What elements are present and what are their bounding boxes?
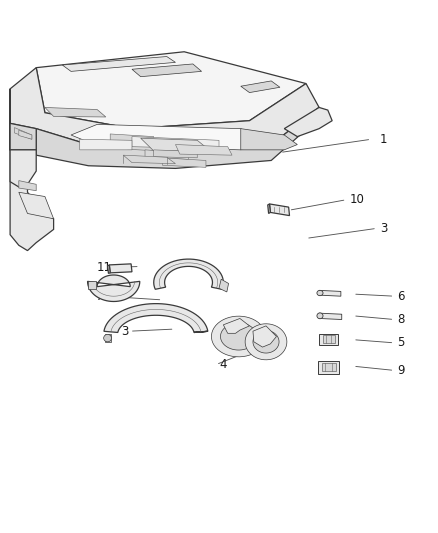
- Text: 8: 8: [397, 313, 405, 326]
- Polygon shape: [127, 142, 171, 151]
- Polygon shape: [154, 259, 223, 289]
- Polygon shape: [88, 281, 96, 289]
- Polygon shape: [322, 363, 336, 372]
- Polygon shape: [123, 155, 176, 164]
- Polygon shape: [241, 81, 280, 93]
- Polygon shape: [154, 150, 197, 158]
- Polygon shape: [253, 326, 276, 347]
- Ellipse shape: [104, 334, 112, 342]
- Polygon shape: [19, 130, 32, 139]
- Polygon shape: [245, 324, 287, 360]
- Polygon shape: [145, 150, 188, 159]
- Polygon shape: [319, 290, 341, 296]
- Polygon shape: [241, 128, 297, 150]
- Polygon shape: [319, 334, 338, 345]
- Polygon shape: [162, 158, 206, 167]
- Polygon shape: [10, 68, 319, 150]
- Polygon shape: [36, 52, 306, 128]
- Polygon shape: [10, 89, 53, 251]
- Text: 6: 6: [397, 290, 405, 303]
- Text: 3: 3: [380, 222, 387, 235]
- Polygon shape: [10, 123, 36, 150]
- Polygon shape: [108, 265, 110, 273]
- Text: 5: 5: [397, 336, 405, 349]
- Ellipse shape: [317, 290, 323, 296]
- Text: 7: 7: [96, 290, 104, 303]
- Polygon shape: [223, 318, 250, 333]
- Polygon shape: [110, 134, 154, 143]
- Polygon shape: [219, 279, 229, 292]
- Polygon shape: [105, 334, 111, 342]
- Polygon shape: [45, 108, 106, 117]
- Polygon shape: [71, 124, 262, 150]
- Polygon shape: [318, 361, 339, 374]
- Polygon shape: [14, 127, 32, 139]
- Text: 10: 10: [350, 193, 364, 206]
- Polygon shape: [132, 136, 219, 149]
- Polygon shape: [253, 330, 279, 353]
- Polygon shape: [269, 204, 290, 216]
- Polygon shape: [10, 150, 36, 187]
- Text: 4: 4: [219, 358, 226, 371]
- Polygon shape: [220, 323, 257, 350]
- Polygon shape: [319, 313, 342, 319]
- Polygon shape: [212, 316, 266, 357]
- Polygon shape: [19, 181, 36, 191]
- Polygon shape: [176, 144, 232, 155]
- Polygon shape: [110, 264, 132, 273]
- Polygon shape: [62, 56, 176, 71]
- Polygon shape: [141, 138, 210, 151]
- Polygon shape: [104, 304, 208, 333]
- Text: 9: 9: [397, 364, 405, 377]
- Polygon shape: [19, 192, 53, 219]
- Polygon shape: [36, 108, 319, 168]
- Ellipse shape: [317, 313, 323, 319]
- Text: 11: 11: [96, 261, 111, 274]
- Polygon shape: [284, 108, 332, 136]
- Polygon shape: [132, 64, 201, 77]
- Text: 3: 3: [121, 325, 128, 338]
- Polygon shape: [88, 275, 140, 302]
- Polygon shape: [268, 204, 270, 214]
- Polygon shape: [322, 335, 335, 343]
- Text: 1: 1: [380, 133, 388, 146]
- Polygon shape: [80, 139, 132, 150]
